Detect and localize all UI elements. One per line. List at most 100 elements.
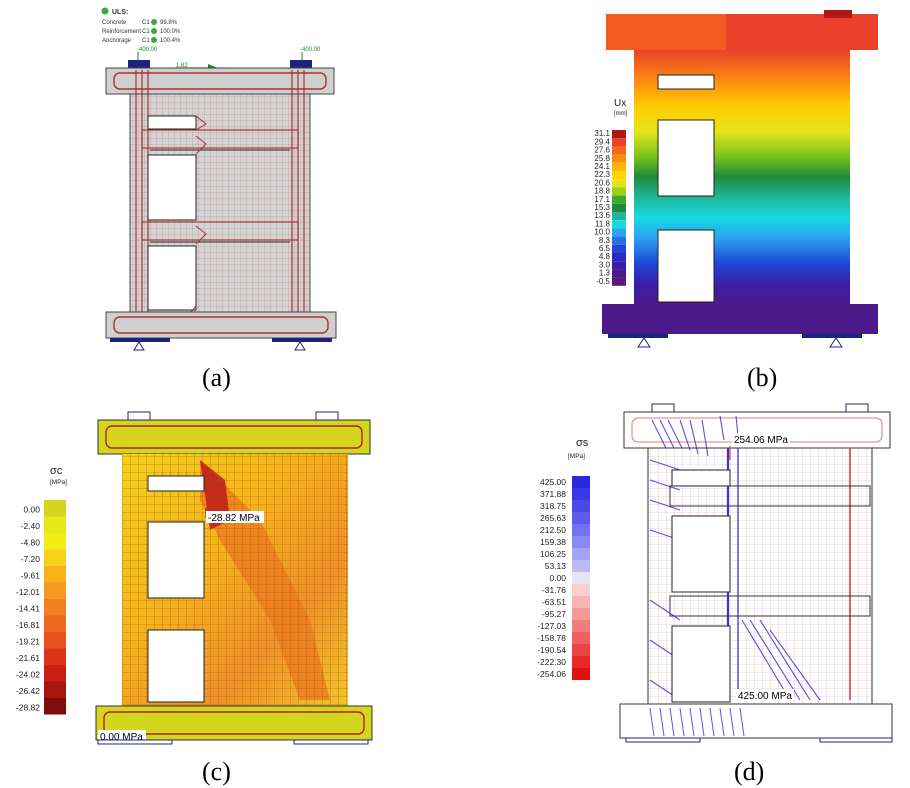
legend-swatch xyxy=(572,644,590,656)
legend-swatch xyxy=(612,130,626,139)
legend-swatch xyxy=(612,138,626,147)
legend-d: 425.00 371.88 318.75 265.63 212.50 159.38 106.… xyxy=(537,476,590,680)
legend-tick-label: 15.3 xyxy=(594,203,610,212)
load-label-right: -400.00 xyxy=(300,47,321,53)
legend-tick-label: -2.40 xyxy=(21,521,41,531)
opening xyxy=(657,119,715,197)
legend-tick-label: 106.25 xyxy=(540,549,566,559)
legend-swatch xyxy=(612,269,626,278)
legend-tick-label: -95.27 xyxy=(542,609,566,619)
legend-unit: [MPa] xyxy=(568,453,585,460)
legend-tick-label: -12.01 xyxy=(16,587,40,597)
caption-a: (a) xyxy=(202,363,231,392)
top-beam xyxy=(97,419,371,455)
legend-tick-label: -222.30 xyxy=(537,657,566,667)
check-value: 100.0% xyxy=(160,29,181,35)
legend-tick-label: 17.1 xyxy=(594,195,610,204)
legend-tick-label: 4.8 xyxy=(599,252,611,261)
legend-swatch xyxy=(572,524,590,536)
legend-swatch xyxy=(612,228,626,237)
legend-swatch xyxy=(612,171,626,180)
bottom-beam xyxy=(602,304,878,334)
check-label: Concrete xyxy=(102,20,127,26)
legend-swatch xyxy=(44,549,66,566)
panel-b-displacement: Ux [mm] 31.129.427.625.824.122.320.618.8… xyxy=(594,10,878,348)
legend-b: 31.129.427.625.824.122.320.618.817.115.3… xyxy=(594,129,626,286)
opening xyxy=(671,469,731,487)
legend-swatch xyxy=(44,500,66,517)
legend-swatch xyxy=(44,615,66,632)
callout-bottom-stress: 425.00 MPa xyxy=(738,691,792,702)
legend-swatch xyxy=(572,608,590,620)
caption-c: (c) xyxy=(202,757,231,786)
support-icon xyxy=(637,337,651,348)
callout-min-stress: -28.82 MPa xyxy=(208,513,260,524)
support-icon xyxy=(294,341,306,351)
legend-tick-label: 212.50 xyxy=(540,525,566,535)
top-beam xyxy=(105,67,335,95)
support-plate xyxy=(819,737,893,743)
uls-title: ULS: xyxy=(112,9,128,16)
legend-swatch xyxy=(612,220,626,229)
legend-swatch xyxy=(612,203,626,212)
legend-tick-label: -4.80 xyxy=(21,537,41,547)
legend-tick-label: 31.1 xyxy=(594,129,610,138)
check-case: C1 xyxy=(142,29,150,35)
legend-tick-label: -24.02 xyxy=(16,669,40,679)
legend-swatch xyxy=(612,236,626,245)
legend-swatch xyxy=(572,488,590,500)
check-case: C1 xyxy=(142,20,150,26)
legend-swatch xyxy=(612,195,626,204)
opening xyxy=(671,625,731,703)
legend-swatch xyxy=(572,512,590,524)
legend-unit: [MPa] xyxy=(50,479,67,486)
support-plate xyxy=(625,737,701,743)
opening xyxy=(147,115,197,130)
legend-tick-label: 318.75 xyxy=(540,501,566,511)
legend-swatch xyxy=(572,620,590,632)
legend-swatch xyxy=(44,665,66,682)
legend-swatch xyxy=(44,516,66,533)
legend-tick-label: 24.1 xyxy=(594,162,610,171)
legend-tick-label: -7.20 xyxy=(21,554,41,564)
legend-tick-label: -0.5 xyxy=(596,277,610,286)
legend-swatch xyxy=(612,244,626,253)
opening xyxy=(147,154,197,221)
legend-tick-label: -254.06 xyxy=(537,669,566,679)
legend-tick-label: 425.00 xyxy=(540,477,566,487)
load-label-horizontal: 1.82 xyxy=(176,63,188,69)
support-icon xyxy=(133,341,145,351)
legend-swatch xyxy=(44,681,66,698)
opening xyxy=(671,515,731,593)
support-plate xyxy=(110,338,170,342)
legend-tick-label: 27.6 xyxy=(594,146,610,155)
legend-swatch xyxy=(612,212,626,221)
caption-d: (d) xyxy=(734,757,765,786)
legend-swatch xyxy=(612,154,626,163)
legend-tick-label: -31.76 xyxy=(542,585,566,595)
legend-tick-label: 13.6 xyxy=(594,211,610,220)
legend-swatch xyxy=(612,277,626,286)
legend-title: σs xyxy=(576,437,589,449)
legend-swatch xyxy=(572,656,590,668)
legend-swatch xyxy=(572,536,590,548)
legend-swatch xyxy=(572,548,590,560)
opening xyxy=(657,229,715,303)
legend-tick-label: 265.63 xyxy=(540,513,566,523)
legend-swatch xyxy=(572,584,590,596)
legend-tick-label: 25.8 xyxy=(594,154,610,163)
opening xyxy=(147,521,205,599)
check-case: C1 xyxy=(142,38,150,44)
legend-swatch xyxy=(572,668,590,680)
legend-c: 0.00 -2.40 -4.80 -7.20 -9.61 -12.01 -14.41 -16.… xyxy=(16,500,66,715)
legend-swatch xyxy=(612,179,626,188)
support-plate xyxy=(293,739,369,745)
legend-tick-label: 371.88 xyxy=(540,489,566,499)
support-plate xyxy=(272,338,332,342)
support-plate xyxy=(608,334,668,338)
opening xyxy=(147,245,197,311)
check-icon xyxy=(151,37,157,43)
legend-unit: [mm] xyxy=(614,111,628,117)
check-icon xyxy=(101,7,109,15)
opening xyxy=(657,74,715,90)
